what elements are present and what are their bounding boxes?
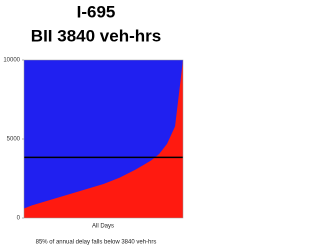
footnote: 85% of annual delay falls below 3840 veh…: [36, 240, 157, 246]
chart: I-695 BII 3840 veh-hrs All Days 85% of a…: [3, 2, 184, 246]
y-tick-label: 10000: [3, 58, 20, 64]
area: [24, 60, 183, 218]
y-tick-label: 0: [17, 216, 21, 222]
plot-frame: [23, 59, 184, 219]
y-tick-label: 5000: [7, 137, 21, 143]
chart-subtitle: BII 3840 veh-hrs: [31, 26, 161, 45]
chart-title: I-695: [77, 2, 116, 21]
x-axis-label: All Days: [92, 224, 114, 230]
